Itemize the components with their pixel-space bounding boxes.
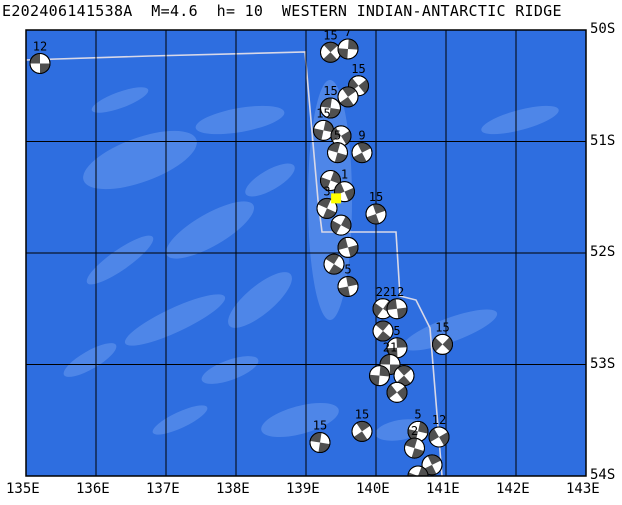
focal-mechanism: 15 bbox=[432, 320, 453, 355]
focal-mechanism bbox=[369, 365, 390, 387]
focal-mechanism bbox=[320, 170, 341, 192]
focal-mechanism: 15 bbox=[320, 84, 341, 119]
mechanism-depth-label: 15 bbox=[316, 106, 330, 120]
focal-mechanism bbox=[386, 381, 408, 403]
focal-mechanism bbox=[330, 214, 352, 236]
focal-mechanism: 12 bbox=[29, 39, 51, 74]
focal-mechanism: 5 bbox=[327, 129, 348, 164]
mechanism-depth-label: 15 bbox=[313, 419, 327, 433]
latitude-label: 52S bbox=[590, 244, 616, 260]
latitude-label: 54S bbox=[590, 467, 616, 483]
latitude-label: 50S bbox=[590, 21, 616, 37]
plate-boundary bbox=[26, 51, 443, 476]
focal-mechanism: 15 bbox=[365, 190, 387, 225]
mechanism-depth-label: 15 bbox=[369, 190, 383, 204]
focal-mechanism: 3 bbox=[316, 184, 338, 219]
longitude-label: 137E bbox=[146, 481, 180, 497]
focal-mechanism: 15 bbox=[313, 106, 334, 141]
mechanism-depth-label: 3 bbox=[323, 184, 330, 198]
focal-mechanism: 15 bbox=[309, 419, 331, 454]
mechanism-depth-label: 15 bbox=[323, 84, 337, 98]
mechanism-depth-label: 15 bbox=[323, 28, 337, 42]
focal-mechanism: 5 bbox=[386, 324, 408, 359]
focal-mechanism bbox=[337, 236, 359, 258]
mechanism-depth-label: 21 bbox=[383, 341, 397, 355]
mechanism-depth-label: 5 bbox=[344, 262, 351, 276]
focal-mechanism bbox=[337, 86, 359, 108]
mechanism-depth-label: 15 bbox=[355, 407, 369, 421]
focal-mechanism: 5 bbox=[337, 262, 359, 297]
focal-mechanism bbox=[323, 253, 345, 275]
latitude-label: 51S bbox=[590, 132, 616, 149]
longitude-label: 136E bbox=[76, 481, 110, 497]
mechanism-depth-label: 5 bbox=[414, 407, 421, 421]
mechanism-depth-label: 7 bbox=[344, 25, 351, 39]
longitude-label: 139E bbox=[286, 481, 320, 497]
longitude-label: 138E bbox=[216, 481, 250, 497]
mechanism-depth-label: 2 bbox=[411, 424, 418, 438]
mechanism-depth-label: 22 bbox=[376, 285, 390, 299]
event-title: E202406141538A M=4.6 h= 10 WESTERN INDIA… bbox=[2, 2, 562, 20]
focal-mechanism: 15 bbox=[320, 28, 341, 63]
focal-mechanism bbox=[393, 365, 415, 387]
epicenter-marker bbox=[331, 193, 342, 204]
focal-mechanism: 15 bbox=[351, 407, 373, 442]
graticule bbox=[26, 30, 586, 476]
focal-mechanism: 7 bbox=[337, 25, 359, 60]
map-frame bbox=[25, 29, 587, 477]
longitude-label: 140E bbox=[356, 481, 390, 497]
focal-mechanism bbox=[330, 125, 352, 147]
focal-mechanism: 12 bbox=[428, 413, 450, 448]
focal-mechanism bbox=[407, 465, 429, 476]
mechanism-depth-label: 15 bbox=[351, 62, 365, 76]
focal-mechanism: 12 bbox=[386, 285, 408, 320]
longitude-label: 143E bbox=[566, 481, 600, 497]
mechanism-depth-label: 12 bbox=[390, 285, 404, 299]
mechanism-depth-label: 15 bbox=[435, 320, 449, 334]
focal-mechanism: 9 bbox=[351, 129, 373, 164]
mechanism-depth-label: 9 bbox=[358, 129, 365, 143]
mechanism-depth-label: 12 bbox=[33, 39, 47, 53]
mechanism-depth-label: 5 bbox=[334, 129, 341, 143]
focal-mechanism bbox=[421, 454, 443, 476]
mechanism-depth-label: 5 bbox=[393, 324, 400, 338]
focal-mechanism: 2 bbox=[404, 424, 425, 459]
longitude-label: 135E bbox=[6, 481, 40, 497]
focal-mechanism bbox=[372, 320, 394, 342]
longitude-label: 141E bbox=[426, 481, 460, 497]
mechanism-depth-label: 1 bbox=[341, 168, 348, 182]
longitude-label: 142E bbox=[496, 481, 530, 497]
latitude-label: 53S bbox=[590, 355, 616, 372]
mechanism-depth-label: 12 bbox=[432, 413, 446, 427]
